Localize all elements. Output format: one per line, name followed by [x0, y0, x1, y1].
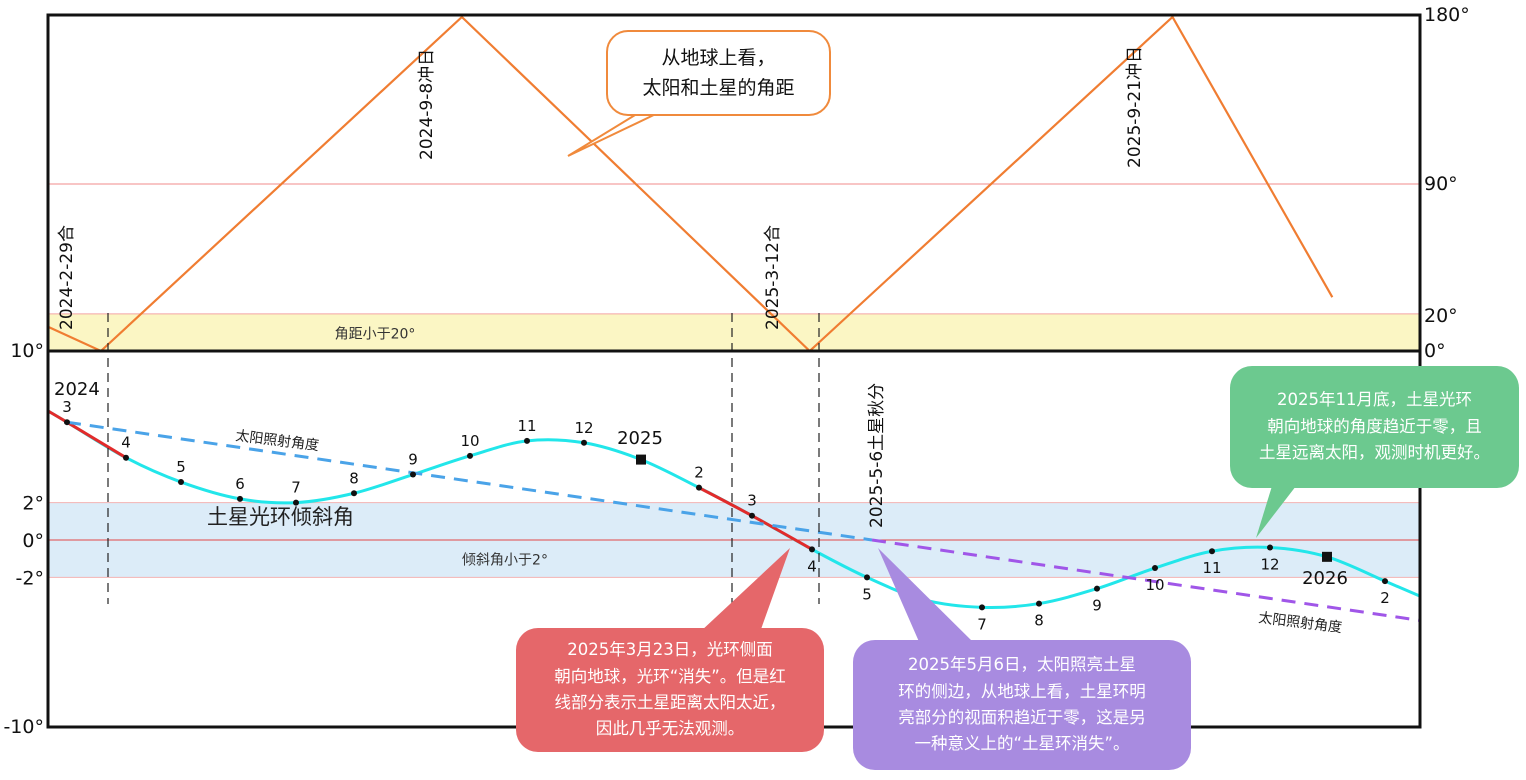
callout-nov-2025: 2025年11月底，土星光环 朝向地球的角度趋近于零，且 土星远离太阳，观测时机…	[1230, 366, 1519, 488]
month-label: 2	[694, 464, 704, 482]
month-label: 12	[574, 419, 593, 437]
month-point	[524, 437, 530, 444]
band-label: 角距小于20°	[335, 326, 416, 342]
year-marker	[636, 454, 646, 465]
left-axis-tick: 2°	[22, 493, 44, 515]
event-label: 2025-9-21冲日	[1125, 46, 1145, 168]
month-label: 10	[1145, 576, 1164, 594]
top-panel: 角距小于20° 2024-2-29合 2024-9-8冲日 2025-3-12合 202…	[47, 4, 1470, 362]
month-point	[581, 439, 587, 446]
month-point	[178, 479, 184, 486]
left-axis-tick: -2°	[16, 567, 44, 589]
month-label: 11	[517, 417, 536, 435]
month-point	[809, 546, 815, 553]
month-label: 7	[291, 479, 301, 497]
year-label: 2025	[617, 428, 663, 449]
year-label: 2024	[54, 379, 100, 400]
band-label: 倾斜角小于2°	[462, 552, 548, 568]
month-label: 3	[62, 398, 72, 416]
callout-may-tail	[878, 548, 975, 644]
callout-angle-text: 从地球上看， 太阳和土星的角距	[642, 46, 795, 99]
month-label: 12	[1260, 555, 1279, 573]
month-point	[351, 490, 357, 497]
left-axis-tick: 0°	[22, 530, 44, 552]
month-label: 5	[862, 585, 872, 603]
callout-angle-distance: 从地球上看， 太阳和土星的角距	[606, 30, 831, 116]
month-point	[467, 452, 473, 459]
event-label: 2025-5-6土星秋分	[867, 383, 887, 528]
ring-tilt-label: 土星光环倾斜角	[207, 505, 354, 529]
month-point	[237, 495, 243, 502]
left-axis-tick: 10°	[10, 340, 44, 362]
month-label: 9	[408, 451, 418, 469]
month-label: 11	[1202, 559, 1221, 577]
series-sun-angle-purple	[871, 538, 1421, 622]
month-label: 9	[1092, 597, 1102, 615]
left-axis-tick: -10°	[3, 716, 44, 738]
callout-nov-tail	[1256, 486, 1296, 538]
month-point	[1036, 600, 1042, 607]
event-label: 2025-3-12合	[763, 225, 783, 330]
month-point	[696, 484, 702, 491]
month-point	[293, 499, 299, 506]
month-point	[864, 574, 870, 581]
series-angle-distance	[47, 15, 1334, 353]
month-point	[1209, 548, 1215, 555]
month-label: 4	[121, 434, 131, 452]
callout-mar-tail	[700, 548, 790, 632]
callout-nov-text: 2025年11月底，土星光环 朝向地球的角度趋近于零，且 土星远离太阳，观测时机…	[1259, 390, 1490, 463]
month-point	[1094, 585, 1100, 592]
year-label: 2026	[1302, 568, 1348, 589]
callout-may-2025: 2025年5月6日，太阳照亮土星 环的侧边，从地球上看，土星环明 亮部分的视面积…	[853, 640, 1191, 770]
series-sun-angle-blue	[66, 420, 873, 542]
sun-angle-label-blue: 太阳照射角度	[235, 428, 320, 454]
bottom-panel: 倾斜角小于2°10°2°0°-2°-10°太阳照射角度太阳照射角度土星光环倾斜角…	[3, 313, 1421, 738]
month-point	[749, 512, 755, 519]
callout-mar-text: 2025年3月23日，光环侧面 朝向地球，光环“消失”。但是红 线部分表示土星距…	[554, 640, 786, 739]
month-point	[1267, 544, 1273, 551]
right-axis-tick: 180°	[1424, 4, 1470, 26]
right-axis-tick: 0°	[1424, 340, 1446, 362]
callout-may-text: 2025年5月6日，太阳照亮土星 环的侧边，从地球上看，土星环明 亮部分的视面积…	[898, 655, 1146, 754]
year-marker	[1322, 551, 1332, 562]
callout-angle-tail	[567, 111, 661, 157]
month-label: 10	[460, 432, 479, 450]
month-label: 6	[235, 475, 245, 493]
month-point	[123, 454, 129, 461]
ring-tilt-red-2024	[47, 409, 127, 460]
month-point	[979, 604, 985, 611]
month-label: 7	[977, 615, 987, 633]
month-label: 4	[807, 557, 817, 575]
month-label: 2	[1380, 589, 1390, 607]
month-point	[1382, 578, 1388, 585]
month-point	[1152, 565, 1158, 572]
month-label: 5	[176, 458, 186, 476]
event-label: 2024-9-8冲日	[417, 49, 437, 160]
band-angle-lt-20	[48, 313, 1420, 351]
month-label: 8	[349, 469, 359, 487]
month-point	[410, 471, 416, 478]
month-label: 8	[1034, 612, 1044, 630]
right-axis-tick: 90°	[1424, 173, 1458, 195]
sun-angle-label-purple: 太阳照射角度	[1258, 610, 1343, 636]
event-label: 2024-2-29合	[57, 225, 77, 330]
month-point	[64, 419, 70, 426]
callout-mar-2025: 2025年3月23日，光环侧面 朝向地球，光环“消失”。但是红 线部分表示土星距…	[516, 628, 824, 752]
month-label: 3	[747, 492, 757, 510]
right-axis-tick: 20°	[1424, 305, 1458, 327]
